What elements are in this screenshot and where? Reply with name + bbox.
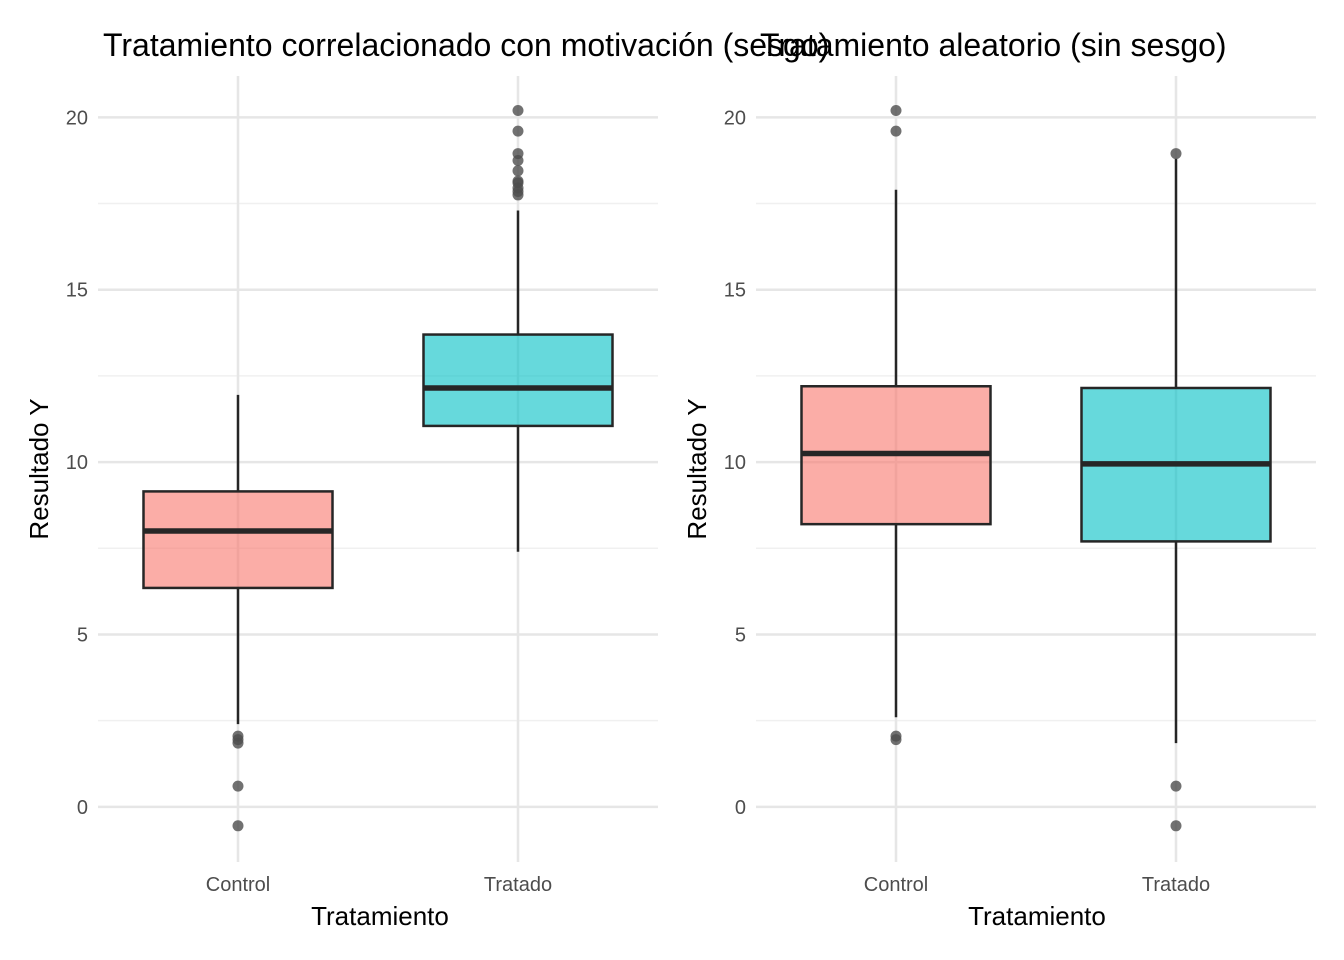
y-axis-title: Resultado Y	[24, 398, 54, 539]
x-tick-label: Control	[864, 874, 928, 896]
outlier-point	[512, 104, 524, 116]
y-tick-label: 0	[77, 797, 88, 819]
outlier-point	[512, 154, 524, 166]
panel-random: 0 5 10 15 20 Control Tratado Tratamiento Resulta…	[682, 27, 1316, 931]
y-tick-label: 5	[77, 624, 88, 646]
y-tick-label: 15	[724, 280, 746, 302]
panel-title: Tratamiento correlacionado con motivació…	[103, 27, 829, 63]
y-tick-label: 15	[66, 280, 88, 302]
y-tick-label: 5	[735, 624, 746, 646]
outlier-point	[1170, 148, 1182, 160]
box-tratado	[1080, 148, 1272, 832]
y-tick-label: 20	[724, 107, 746, 129]
y-tick-label: 20	[66, 107, 88, 129]
y-tick-label: 10	[724, 452, 746, 474]
y-axis-title: Resultado Y	[682, 398, 712, 539]
outlier-point	[232, 780, 244, 792]
x-tick-label: Control	[206, 874, 270, 896]
box-control	[800, 104, 992, 746]
outlier-point	[890, 104, 902, 116]
box-iqr	[142, 490, 334, 590]
y-tick-label: 10	[66, 452, 88, 474]
x-axis-title: Tratamiento	[968, 901, 1106, 931]
outlier-point	[232, 737, 244, 749]
box-iqr	[422, 333, 614, 428]
outlier-point	[512, 125, 524, 137]
outlier-point	[890, 125, 902, 137]
outlier-point	[1170, 820, 1182, 832]
outlier-point	[1170, 780, 1182, 792]
outlier-point	[890, 734, 902, 746]
box-control	[142, 394, 334, 832]
panel-biased: 0 5 10 15 20 Control Tratado Tratamiento Resulta…	[24, 27, 829, 931]
x-tick-label: Tratado	[484, 874, 552, 896]
y-tick-label: 0	[735, 797, 746, 819]
x-axis-title: Tratamiento	[311, 901, 449, 931]
box-tratado	[422, 104, 614, 552]
outlier-point	[232, 820, 244, 832]
outlier-point	[512, 189, 524, 201]
outlier-point	[512, 165, 524, 177]
panel-title: Tratamiento aleatorio (sin sesgo)	[760, 27, 1227, 63]
x-tick-label: Tratado	[1142, 874, 1210, 896]
